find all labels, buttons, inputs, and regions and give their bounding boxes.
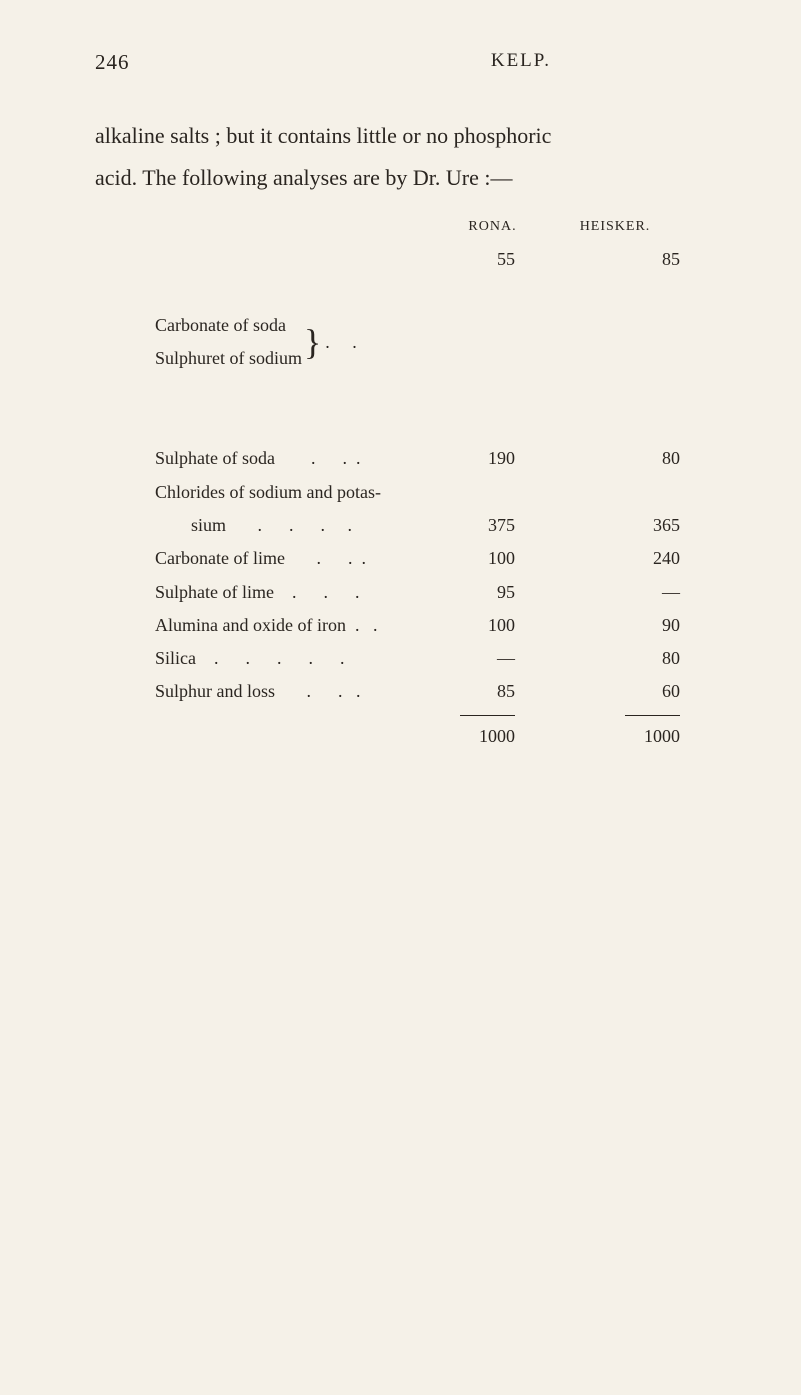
cell-heisker: 80 xyxy=(515,642,680,675)
row-label: sium . . . . xyxy=(155,509,435,542)
cell-heisker: 85 xyxy=(515,243,680,276)
totals-row: 1000 1000 xyxy=(155,720,731,753)
row-label-sulphuret-sodium: Sulphuret of sodium xyxy=(155,342,302,375)
table-row: Carbonate of soda Sulphuret of sodium } … xyxy=(155,243,731,443)
cell-heisker: 240 xyxy=(515,542,680,575)
body-line-1: alkaline salts ; but it contains little … xyxy=(95,115,731,157)
row-label-carbonate-soda: Carbonate of soda xyxy=(155,309,302,342)
cell-heisker: — xyxy=(515,576,680,609)
table-row: sium . . . . 375 365 xyxy=(155,509,731,542)
cell-rona: 95 xyxy=(435,576,515,609)
body-line-2: acid. The following analyses are by Dr. … xyxy=(95,157,731,199)
table-row: Silica . . . . . — 80 xyxy=(155,642,731,675)
total-heisker: 1000 xyxy=(515,720,680,753)
page-header: 246 KELP. xyxy=(95,50,731,75)
th-rona: RONA. xyxy=(435,219,550,235)
brace-icon: } xyxy=(304,309,321,376)
row-label: Alumina and oxide of iron . . xyxy=(155,609,435,642)
row-label: Sulphur and loss . . . xyxy=(155,675,435,708)
total-rona: 1000 xyxy=(435,720,515,753)
cell-rona: 100 xyxy=(435,542,515,575)
table-row: Alumina and oxide of iron . . 100 90 xyxy=(155,609,731,642)
table-row: Chlorides of sodium and potas- xyxy=(155,476,731,509)
cell-rona: 100 xyxy=(435,609,515,642)
th-heisker: HEISKER. xyxy=(550,219,680,235)
table-row: Sulphur and loss . . . 85 60 xyxy=(155,675,731,708)
th-empty xyxy=(155,219,435,235)
cell-heisker: 80 xyxy=(515,442,680,475)
rule-row xyxy=(155,711,731,720)
row-label: Silica . . . . . xyxy=(155,642,435,675)
cell-heisker: 60 xyxy=(515,675,680,708)
row-label: Sulphate of soda . . . xyxy=(155,442,435,475)
row-label: Carbonate of lime . . . xyxy=(155,542,435,575)
row-label: Sulphate of lime . . . xyxy=(155,576,435,609)
table-row: Sulphate of soda . . . 190 80 xyxy=(155,442,731,475)
rule-line xyxy=(460,715,515,716)
rule-line xyxy=(625,715,680,716)
row-dots: . . xyxy=(325,326,357,359)
running-title: KELP. xyxy=(491,50,731,75)
table-header-row: RONA. HEISKER. xyxy=(155,219,731,235)
cell-rona: — xyxy=(435,642,515,675)
cell-rona: 190 xyxy=(435,442,515,475)
braced-label-group: Carbonate of soda Sulphuret of sodium } … xyxy=(155,243,435,443)
cell-rona: 85 xyxy=(435,675,515,708)
row-label: Chlorides of sodium and potas- xyxy=(155,476,435,509)
body-paragraph: alkaline salts ; but it contains little … xyxy=(95,115,731,199)
cell-rona: 55 xyxy=(435,243,515,276)
cell-rona: 375 xyxy=(435,509,515,542)
page-container: 246 KELP. alkaline salts ; but it contai… xyxy=(0,0,801,753)
analysis-table: RONA. HEISKER. Carbonate of soda Sulphur… xyxy=(155,219,731,753)
page-number: 246 xyxy=(95,50,130,75)
table-row: Sulphate of lime . . . 95 — xyxy=(155,576,731,609)
cell-heisker: 365 xyxy=(515,509,680,542)
table-row: Carbonate of lime . . . 100 240 xyxy=(155,542,731,575)
cell-heisker: 90 xyxy=(515,609,680,642)
